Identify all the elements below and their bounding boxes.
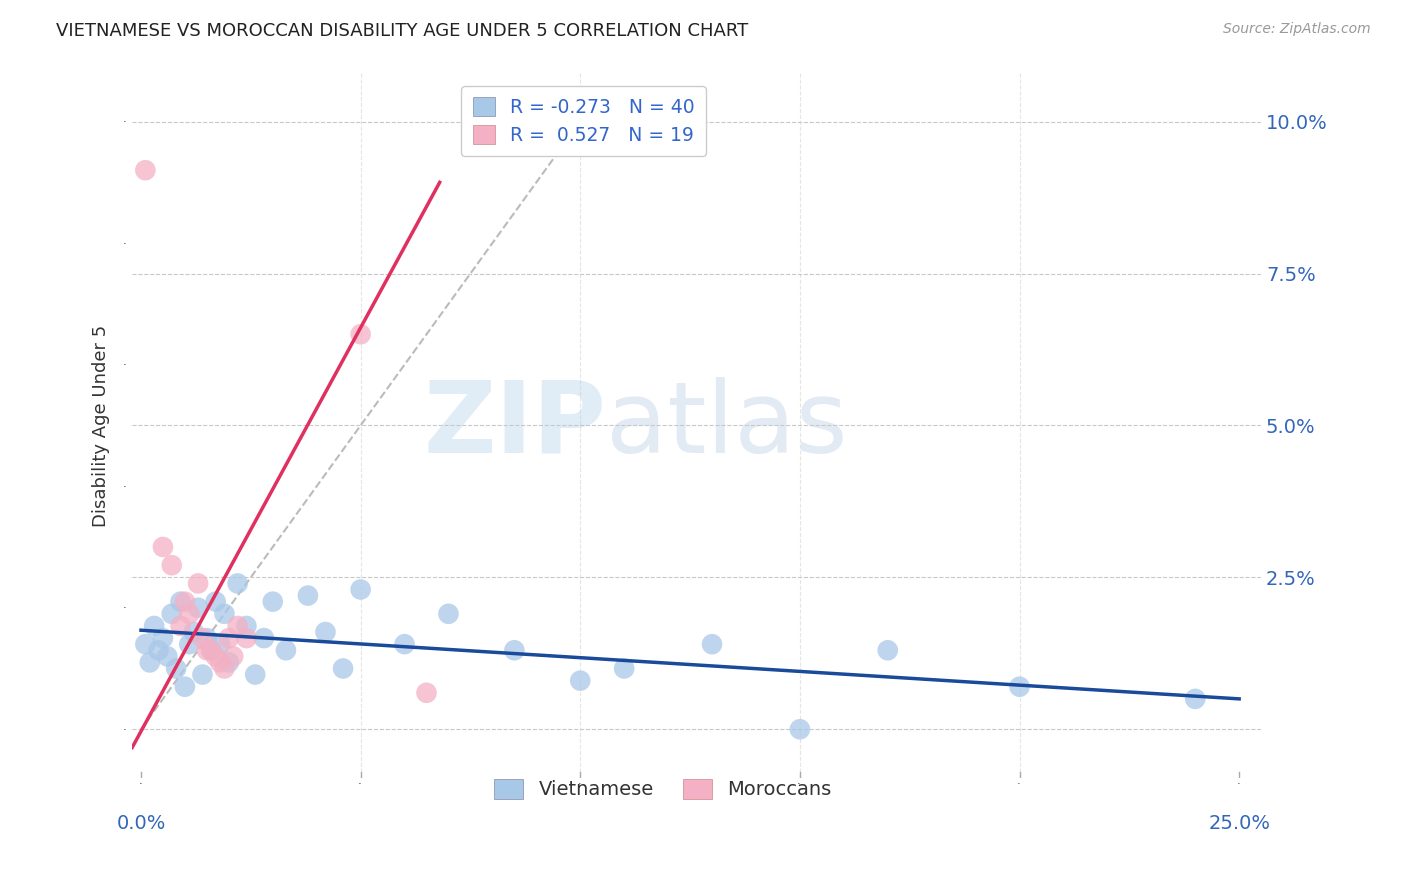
- Text: VIETNAMESE VS MOROCCAN DISABILITY AGE UNDER 5 CORRELATION CHART: VIETNAMESE VS MOROCCAN DISABILITY AGE UN…: [56, 22, 748, 40]
- Point: [209, 637, 232, 651]
- Point: [179, 637, 201, 651]
- Text: 0.0%: 0.0%: [117, 814, 166, 833]
- Point: [789, 723, 811, 737]
- Point: [245, 667, 267, 681]
- Point: [191, 631, 214, 645]
- Point: [297, 589, 319, 603]
- Point: [235, 619, 257, 633]
- Point: [183, 625, 205, 640]
- Point: [148, 643, 170, 657]
- Point: [134, 637, 156, 651]
- Point: [1008, 680, 1031, 694]
- Point: [139, 656, 162, 670]
- Text: Source: ZipAtlas.com: Source: ZipAtlas.com: [1223, 22, 1371, 37]
- Point: [209, 656, 232, 670]
- Point: [204, 649, 226, 664]
- Legend: Vietnamese, Moroccans: Vietnamese, Moroccans: [486, 771, 839, 807]
- Point: [187, 600, 209, 615]
- Point: [314, 625, 336, 640]
- Point: [187, 576, 209, 591]
- Point: [235, 631, 257, 645]
- Point: [169, 594, 191, 608]
- Point: [165, 661, 187, 675]
- Point: [1184, 691, 1206, 706]
- Point: [262, 594, 284, 608]
- Point: [174, 680, 197, 694]
- Point: [200, 643, 222, 657]
- Point: [218, 631, 240, 645]
- Point: [134, 163, 156, 178]
- Point: [218, 656, 240, 670]
- Point: [160, 558, 183, 573]
- Point: [191, 667, 214, 681]
- Point: [274, 643, 297, 657]
- Point: [222, 649, 245, 664]
- Point: [143, 619, 166, 633]
- Point: [179, 607, 201, 621]
- Point: [195, 643, 218, 657]
- Point: [174, 594, 197, 608]
- Point: [349, 582, 371, 597]
- Point: [700, 637, 723, 651]
- Point: [152, 540, 174, 554]
- Point: [200, 643, 222, 657]
- Point: [349, 327, 371, 342]
- Text: atlas: atlas: [606, 377, 848, 474]
- Point: [152, 631, 174, 645]
- Point: [569, 673, 592, 688]
- Point: [156, 649, 179, 664]
- Point: [226, 576, 249, 591]
- Point: [876, 643, 898, 657]
- Point: [613, 661, 636, 675]
- Point: [214, 661, 236, 675]
- Point: [332, 661, 354, 675]
- Point: [169, 619, 191, 633]
- Point: [394, 637, 416, 651]
- Point: [195, 631, 218, 645]
- Point: [415, 686, 437, 700]
- Text: 25.0%: 25.0%: [1208, 814, 1270, 833]
- Point: [437, 607, 460, 621]
- Point: [160, 607, 183, 621]
- Point: [503, 643, 526, 657]
- Text: ZIP: ZIP: [423, 377, 606, 474]
- Point: [214, 607, 236, 621]
- Point: [253, 631, 276, 645]
- Y-axis label: Disability Age Under 5: Disability Age Under 5: [93, 325, 110, 526]
- Point: [226, 619, 249, 633]
- Point: [204, 594, 226, 608]
